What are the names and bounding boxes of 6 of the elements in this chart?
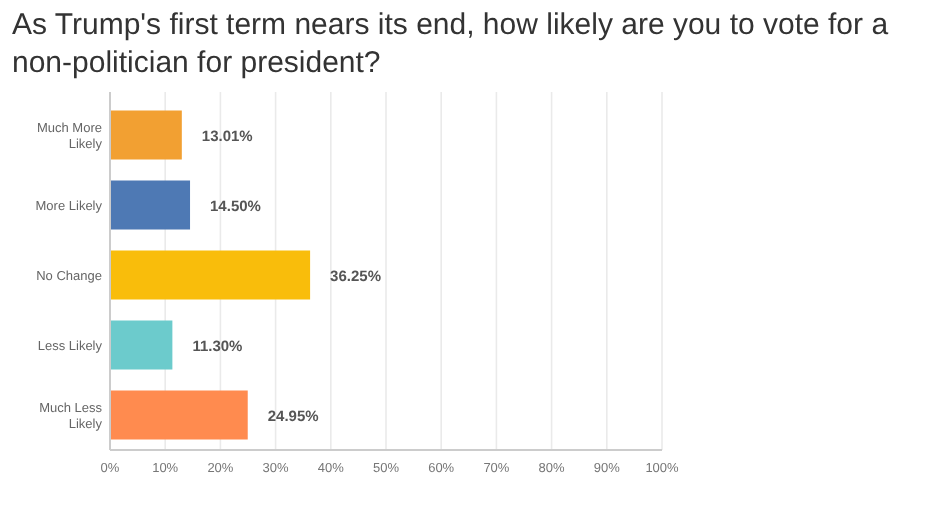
bar (110, 180, 191, 230)
bar (110, 250, 311, 300)
bar (110, 320, 173, 370)
chart-title: As Trump's first term nears its end, how likely are you to vote for a non-politician for president? (12, 8, 890, 80)
bar (110, 390, 248, 440)
bar (110, 110, 182, 160)
